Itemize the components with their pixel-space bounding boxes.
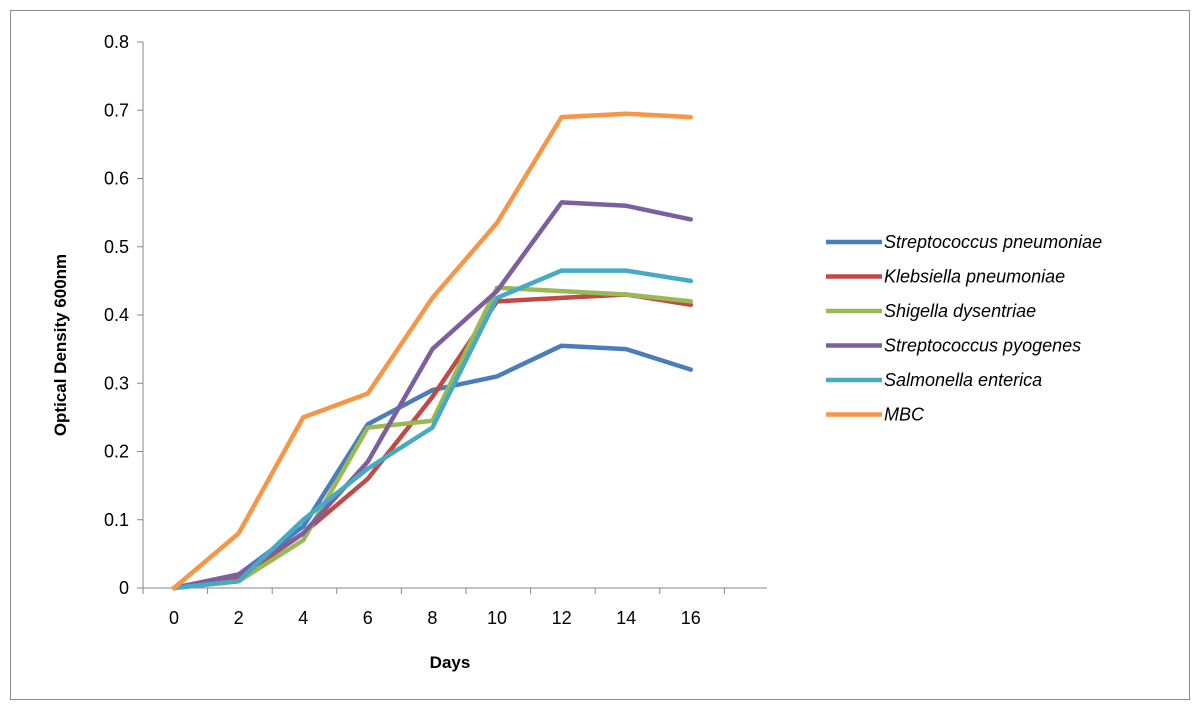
x-tick-label: 10	[487, 608, 507, 628]
y-tick-label: 0.6	[104, 169, 129, 189]
x-axis-ticks: 0 2 4 6 8 10 12 14 16	[142, 588, 725, 628]
series-line	[171, 268, 694, 591]
series-line	[171, 343, 694, 591]
x-tick-label: 12	[552, 608, 572, 628]
y-tick-label: 0.7	[104, 100, 129, 120]
y-tick-label: 0.2	[104, 442, 129, 462]
x-tick-label: 8	[427, 608, 437, 628]
legend-label: Salmonella enterica	[884, 370, 1042, 390]
series-line	[171, 111, 694, 591]
y-axis-ticks: 0 0.1 0.2 0.3 0.4 0.5 0.6 0.7 0.8	[104, 32, 143, 598]
x-tick-label: 6	[363, 608, 373, 628]
legend-label: Streptococcus pneumoniae	[884, 232, 1102, 252]
y-tick-label: 0.8	[104, 32, 129, 52]
legend-label: Shigella dysentriae	[884, 301, 1036, 321]
y-tick-label: 0.1	[104, 510, 129, 530]
series-lines	[171, 111, 694, 591]
y-tick-label: 0.5	[104, 237, 129, 257]
legend-label: Streptococcus pyogenes	[884, 336, 1081, 356]
x-tick-label: 2	[234, 608, 244, 628]
y-axis-title: Optical Density 600nm	[51, 254, 70, 436]
x-tick-label: 0	[169, 608, 179, 628]
y-tick-label: 0	[119, 578, 129, 598]
y-tick-label: 0.3	[104, 373, 129, 393]
x-axis-title: Days	[430, 653, 471, 672]
series-line	[171, 285, 694, 591]
x-tick-label: 4	[298, 608, 308, 628]
series-line	[171, 292, 694, 591]
legend-label: MBC	[884, 405, 925, 425]
x-tick-label: 16	[681, 608, 701, 628]
x-tick-label: 14	[616, 608, 636, 628]
legend: Streptococcus pneumoniae Klebsiella pneum…	[826, 232, 1102, 425]
legend-label: Klebsiella pneumoniae	[884, 267, 1065, 287]
y-tick-label: 0.4	[104, 305, 129, 325]
